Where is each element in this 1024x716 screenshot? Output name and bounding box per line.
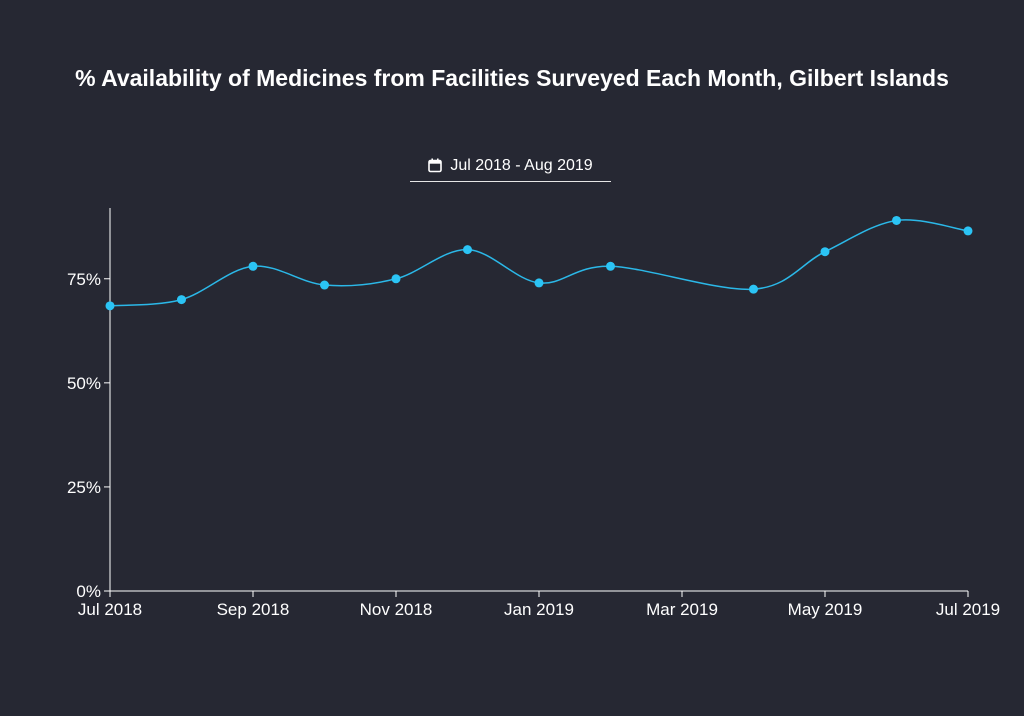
x-tick-label: Jan 2019 — [504, 600, 574, 619]
date-range-label: Jul 2018 - Aug 2019 — [450, 156, 593, 174]
axes: 0% 25% 50% 75% Jul 2018 Sep 2018 Nov 2018 Jan 2… — [67, 208, 1000, 619]
x-tick-label: Sep 2018 — [217, 600, 290, 619]
data-point — [177, 295, 186, 305]
y-tick-label: 50% — [67, 374, 101, 393]
data-point — [606, 261, 615, 271]
data-point — [820, 247, 830, 257]
data-point — [892, 215, 901, 225]
x-tick-label: Mar 2019 — [646, 600, 718, 619]
y-tick-label: 75% — [67, 270, 101, 289]
data-point — [105, 301, 115, 311]
x-tick-label: Nov 2018 — [360, 600, 433, 619]
data-point — [534, 278, 544, 288]
y-tick-label: 0% — [76, 582, 101, 601]
series-points — [105, 215, 973, 311]
x-tick-label: May 2019 — [788, 600, 863, 619]
calendar-icon — [428, 158, 443, 173]
y-tick-label: 25% — [67, 478, 101, 497]
data-point — [463, 245, 472, 255]
data-point — [749, 284, 758, 294]
data-point — [320, 280, 329, 290]
data-point — [963, 226, 973, 236]
chart-title: % Availability of Medicines from Facilit… — [75, 65, 949, 91]
date-range-picker[interactable]: Jul 2018 - Aug 2019 — [410, 150, 611, 182]
data-point — [391, 274, 401, 284]
x-tick-label: Jul 2018 — [78, 600, 142, 619]
x-tick-label: Jul 2019 — [936, 600, 1000, 619]
data-point — [248, 261, 258, 271]
series-lines — [109, 219, 969, 307]
series-line — [109, 219, 969, 307]
